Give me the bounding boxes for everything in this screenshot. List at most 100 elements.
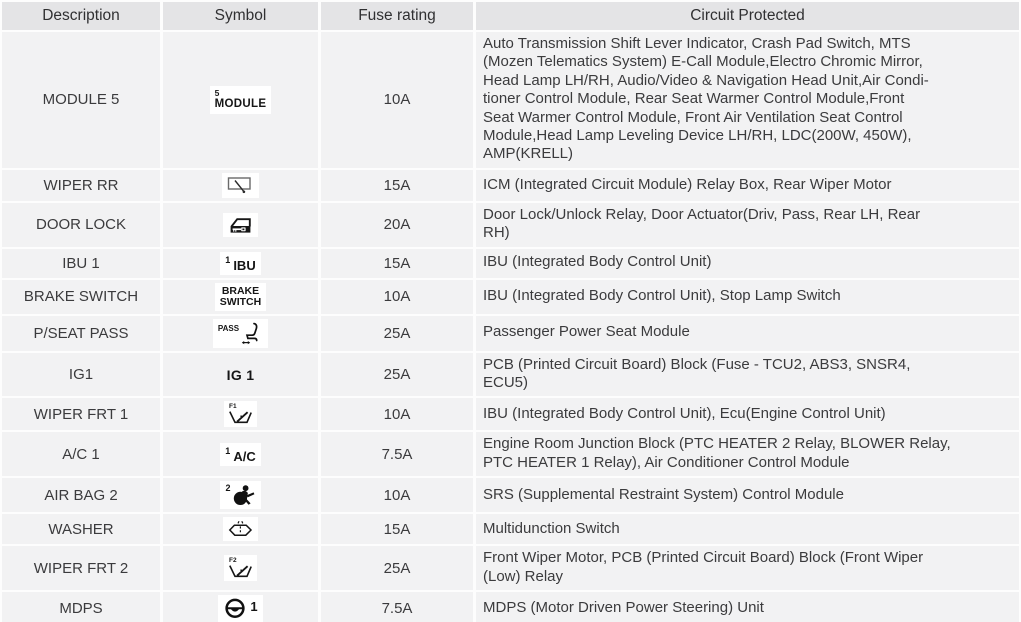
symbol-cell: PASS [163, 315, 318, 351]
circuit-protected-text: MDPS (Motor Driven Power Steering) Unit [483, 598, 764, 616]
header-symbol: Symbol [163, 2, 318, 30]
front-wiper-icon [228, 564, 253, 579]
description-cell: MDPS [2, 592, 160, 622]
symbol-label: IG 1 [226, 366, 255, 383]
symbol-superscript: 1 [225, 445, 231, 456]
fuse-symbol: 5 MODULE [209, 86, 272, 114]
fuse-symbol: IG 1 [222, 365, 260, 385]
symbol-cell: 1 A/C [163, 432, 318, 477]
symbol-cell: 1 [163, 592, 318, 622]
fuse-symbol: BRAKE SWITCH [214, 282, 267, 311]
circuit-protected-cell: IBU (Integrated Body Control Unit) [476, 248, 1019, 278]
description-cell: MODULE 5 [2, 32, 160, 168]
circuit-protected-text: PCB (Printed Circuit Board) Block (Fuse … [483, 355, 911, 392]
fuse-rating-cell: 25A [321, 315, 473, 351]
circuit-protected-text: Multidunction Switch [483, 519, 620, 537]
circuit-protected-cell: IBU (Integrated Body Control Unit), Ecu(… [476, 398, 1019, 431]
fuse-rating-cell: 10A [321, 32, 473, 168]
symbol-cell: F1 [163, 398, 318, 431]
description-cell: DOOR LOCK [2, 202, 160, 247]
circuit-protected-text: Front Wiper Motor, PCB (Printed Circuit … [483, 549, 924, 585]
fuse-rating-cell: 20A [321, 202, 473, 247]
symbol-cell: BRAKE SWITCH [163, 279, 318, 314]
circuit-protected-text: ICM (Integrated Circuit Module) Relay Bo… [483, 175, 892, 193]
circuit-protected-text: SRS (Supplemental Restraint System) Cont… [483, 485, 844, 503]
fuse-rating-cell: 15A [321, 514, 473, 545]
symbol-cell: IG 1 [163, 352, 318, 397]
symbol-label: A/C [233, 448, 256, 464]
circuit-protected-cell: Multidunction Switch [476, 514, 1019, 545]
symbol-suffix: 1 [250, 599, 258, 615]
fuse-rating-cell: 15A [321, 169, 473, 201]
circuit-protected-cell: Passenger Power Seat Module [476, 315, 1019, 351]
circuit-protected-cell: ICM (Integrated Circuit Module) Relay Bo… [476, 169, 1019, 201]
symbol-label: BRAKE SWITCH [219, 284, 262, 308]
airbag-icon [232, 484, 256, 506]
symbol-cell [163, 202, 318, 247]
circuit-protected-text: Door Lock/Unlock Relay, Door Actuator(Dr… [483, 205, 921, 242]
fuse-symbol: F2 [224, 555, 257, 582]
description-cell: WIPER RR [2, 169, 160, 201]
circuit-protected-cell: Door Lock/Unlock Relay, Door Actuator(Dr… [476, 202, 1019, 247]
circuit-protected-text: Engine Room Junction Block (PTC HEATER 2… [483, 435, 951, 471]
symbol-cell [163, 169, 318, 201]
circuit-protected-cell: MDPS (Motor Driven Power Steering) Unit [476, 592, 1019, 622]
fuse-rating-cell: 15A [321, 248, 473, 278]
circuit-protected-cell: PCB (Printed Circuit Board) Block (Fuse … [476, 352, 1019, 397]
fuse-rating-cell: 10A [321, 398, 473, 431]
fuse-symbol: 2 [220, 481, 261, 510]
rear-wiper-icon [227, 176, 254, 195]
description-cell: IBU 1 [2, 248, 160, 278]
description-cell: WASHER [2, 514, 160, 545]
door-lock-icon [228, 216, 253, 234]
steering-wheel-icon [223, 598, 248, 619]
symbol-superscript: F2 [229, 557, 237, 565]
symbol-label: IBU [233, 257, 256, 273]
header-circuit-protected: Circuit Protected [476, 2, 1019, 30]
fuse-symbol [222, 172, 259, 198]
symbol-superscript: F1 [229, 403, 237, 411]
washer-icon [228, 520, 253, 538]
fuse-symbol: 1 IBU [220, 251, 261, 275]
symbol-superscript: 5 [214, 88, 220, 99]
circuit-protected-cell: Front Wiper Motor, PCB (Printed Circuit … [476, 546, 1019, 591]
circuit-protected-text: Auto Transmission Shift Lever Indicator,… [483, 35, 929, 163]
fuse-symbol [223, 212, 258, 237]
description-cell: P/SEAT PASS [2, 315, 160, 351]
fuse-rating-cell: 10A [321, 279, 473, 314]
fuse-symbol: PASS [212, 318, 269, 348]
header-fuse-rating: Fuse rating [321, 2, 473, 30]
circuit-protected-text: IBU (Integrated Body Control Unit), Stop… [483, 286, 841, 304]
power-seat-icon [239, 322, 263, 345]
fuse-rating-cell: 7.5A [321, 592, 473, 622]
circuit-protected-text: Passenger Power Seat Module [483, 323, 690, 341]
fuse-rating-cell: 25A [321, 546, 473, 591]
description-cell: AIR BAG 2 [2, 478, 160, 513]
circuit-protected-cell: IBU (Integrated Body Control Unit), Stop… [476, 279, 1019, 314]
circuit-protected-cell: Engine Room Junction Block (PTC HEATER 2… [476, 432, 1019, 477]
description-cell: IG1 [2, 352, 160, 397]
symbol-cell: 2 [163, 478, 318, 513]
circuit-protected-text: IBU (Integrated Body Control Unit) [483, 253, 712, 271]
fuse-rating-cell: 25A [321, 352, 473, 397]
symbol-cell: 1 IBU [163, 248, 318, 278]
fuse-symbol [223, 517, 258, 542]
circuit-protected-text: IBU (Integrated Body Control Unit), Ecu(… [483, 404, 886, 422]
symbol-superscript: 1 [225, 254, 231, 265]
header-description: Description [2, 2, 160, 30]
symbol-cell: F2 [163, 546, 318, 591]
circuit-protected-cell: Auto Transmission Shift Lever Indicator,… [476, 32, 1019, 168]
fuse-symbol: 1 [218, 595, 263, 622]
front-wiper-icon [228, 410, 253, 425]
fuse-symbol: F1 [224, 401, 257, 428]
fuse-rating-cell: 10A [321, 478, 473, 513]
symbol-superscript: 2 [225, 483, 231, 494]
circuit-protected-cell: SRS (Supplemental Restraint System) Cont… [476, 478, 1019, 513]
description-cell: WIPER FRT 2 [2, 546, 160, 591]
description-cell: WIPER FRT 1 [2, 398, 160, 431]
description-cell: A/C 1 [2, 432, 160, 477]
symbol-label: MODULE [214, 98, 267, 111]
fuse-rating-cell: 7.5A [321, 432, 473, 477]
